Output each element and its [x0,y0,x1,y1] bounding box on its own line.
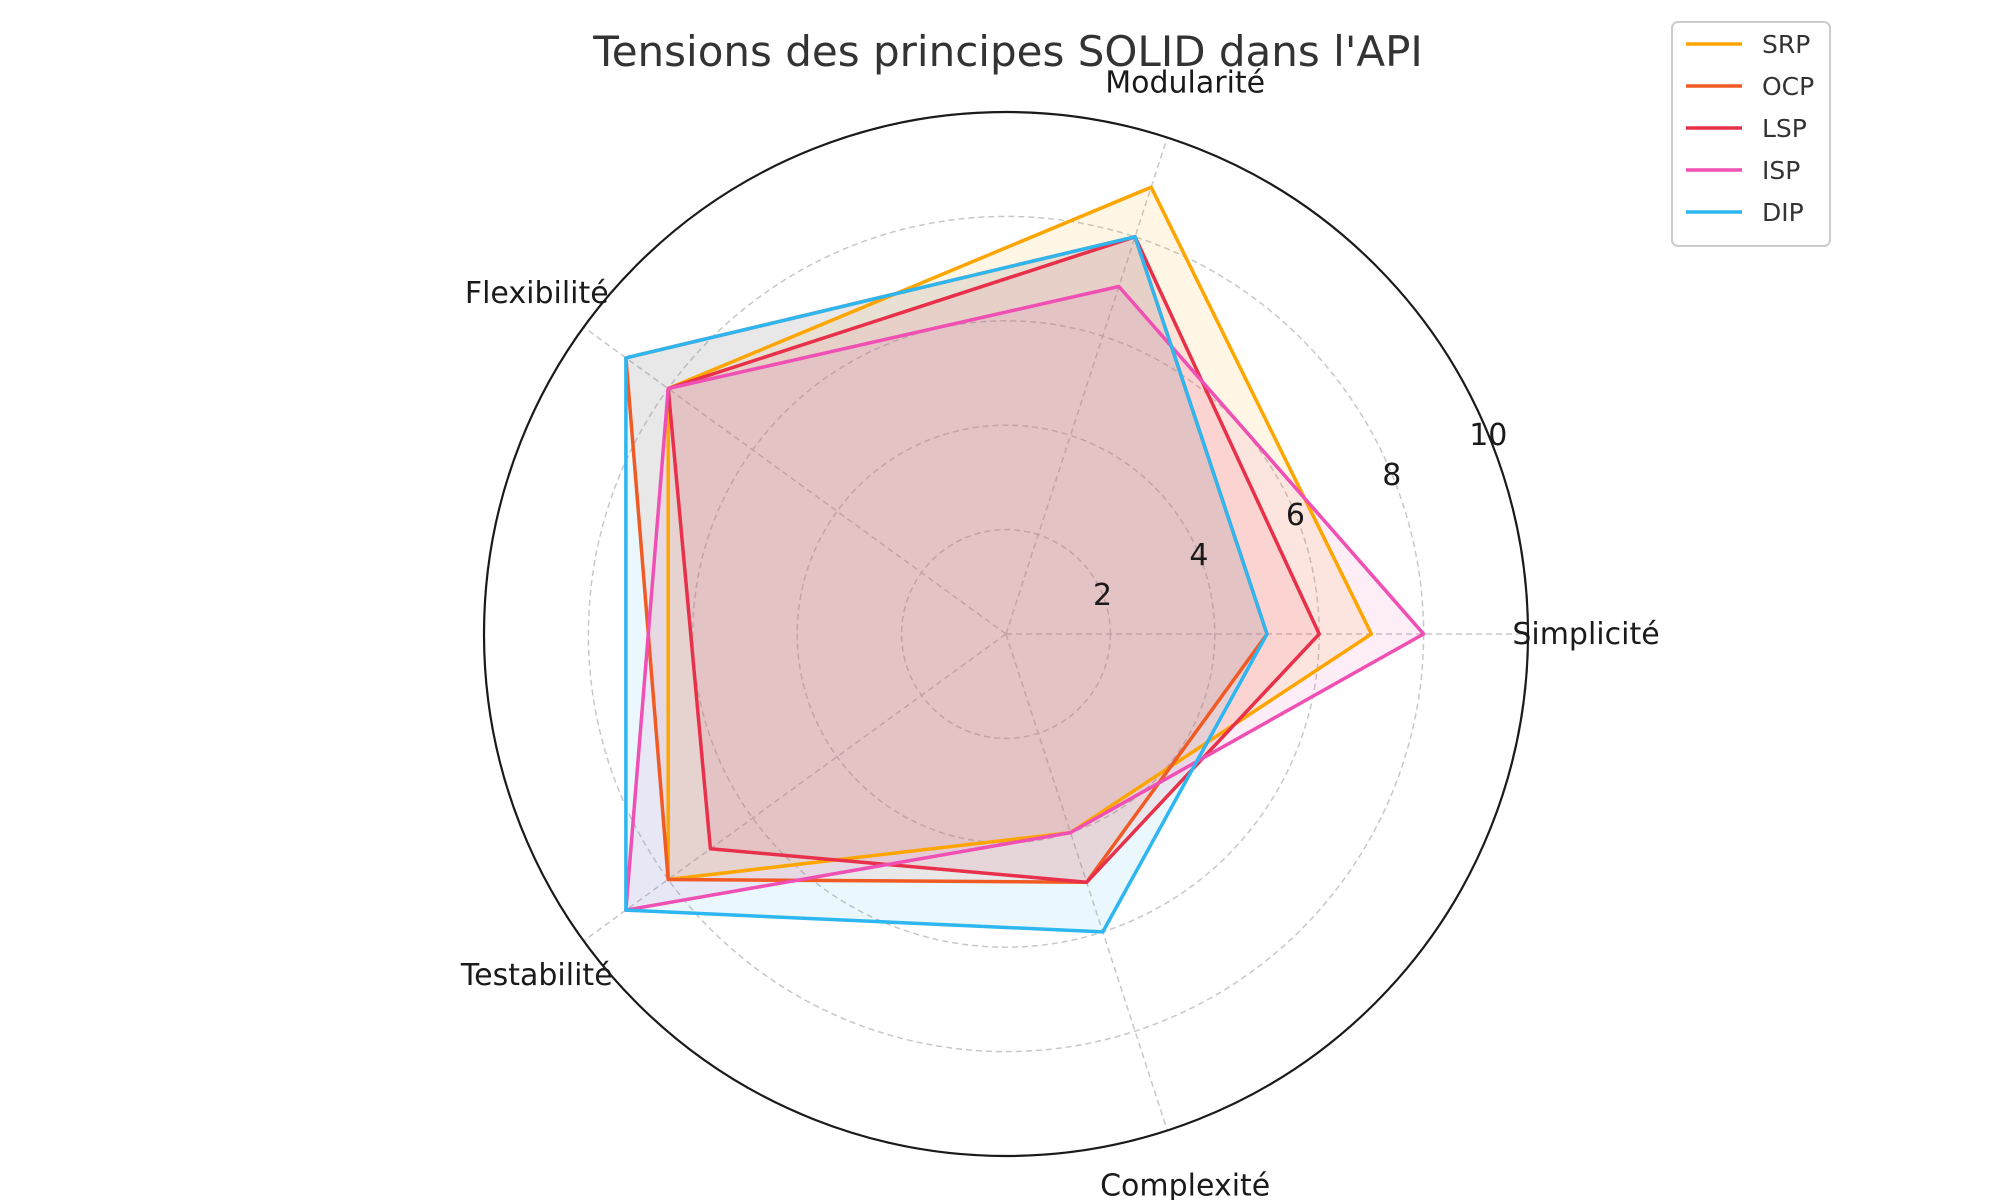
grid-spoke [583,326,1007,635]
series-fill-ocp [625,236,1267,883]
outer-ring [482,110,1530,1158]
axis-label: Simplicité [1512,617,1659,652]
legend-label-lsp: LSP [1762,114,1807,143]
series-line-lsp [666,235,1321,884]
legend-box [1671,21,1831,247]
radial-tick-label: 8 [1382,458,1401,493]
axis-label: Flexibilité [465,276,609,311]
series-fill-isp [625,286,1424,911]
series-fill-lsp [668,236,1320,883]
legend-label-ocp: OCP [1762,72,1814,101]
axis-label: Modularité [1105,65,1265,100]
radial-tick-label: 4 [1189,538,1208,573]
radial-tick-label: 6 [1286,498,1305,533]
axis-label: Testabilité [460,958,613,993]
series-fill-srp [668,187,1372,880]
radial-tick-label: 2 [1093,578,1112,613]
grid-spoke [1005,137,1169,635]
legend-label-srp: SRP [1762,30,1810,59]
axis-label: Complexité [1100,1169,1270,1200]
legend-label-dip: DIP [1762,198,1804,227]
radar-labels: 2 4 6 8 10 Simplicité Modularité Flexibilité Tes… [460,65,1660,1200]
grid-spoke [583,633,1007,942]
series-line-dip [624,235,1269,934]
series-fill-dip [625,236,1267,932]
legend: SRP OCP LSP ISP DIP [1671,21,1831,247]
chart-title: Tensions des principes SOLID dans l'API [592,27,1423,76]
radial-tick-label: 10 [1469,418,1507,453]
series-line-srp [666,185,1374,882]
legend-label-isp: ISP [1762,156,1800,185]
grid-ring [796,424,1216,844]
radar-series [624,185,1426,934]
